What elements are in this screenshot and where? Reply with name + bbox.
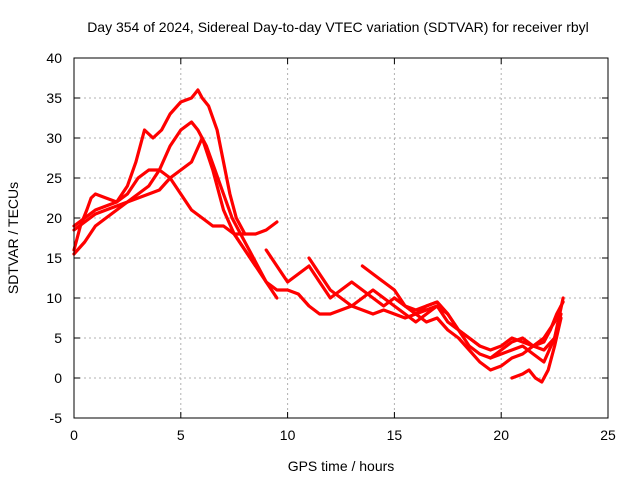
series-line-track-10: [424, 296, 565, 364]
plot-frame: [73, 57, 609, 419]
x-tick-label: 20: [493, 427, 509, 443]
x-tick-label: 25: [600, 427, 616, 443]
y-tick-label: 30: [46, 130, 62, 146]
y-tick-label: 35: [46, 90, 62, 106]
series-line-track-8: [360, 264, 563, 372]
series-line-track-9: [392, 296, 563, 352]
y-tick-label: 15: [46, 250, 62, 266]
y-tick-label: 40: [46, 50, 62, 66]
series-line-track-5: [232, 232, 439, 320]
y-axis-label: SDTVAR / TECUs: [5, 182, 21, 294]
x-tick-label: 0: [70, 427, 78, 443]
x-axis-label: GPS time / hours: [288, 458, 395, 474]
y-tick-label: 5: [54, 330, 62, 346]
series-line-track-4: [72, 136, 258, 268]
y-tick-label: 20: [46, 210, 62, 226]
x-tick-label: 10: [280, 427, 296, 443]
series-line-track-6: [264, 248, 450, 316]
series-line-track-11: [510, 316, 563, 384]
series-line-track-12: [488, 300, 565, 360]
series-line-track-2: [72, 120, 279, 300]
plot-series: [72, 88, 565, 384]
y-tick-label: 0: [54, 370, 62, 386]
y-tick-label: 10: [46, 290, 62, 306]
axis-ticks: 0 5 10 15 20 25 -5 0 5 10 15 20 25 30 35 40: [46, 50, 616, 443]
y-tick-label: -5: [50, 410, 63, 426]
x-tick-label: 5: [177, 427, 185, 443]
x-tick-label: 15: [387, 427, 403, 443]
y-tick-label: 25: [46, 170, 62, 186]
series-line-track-3: [72, 88, 247, 236]
series-line-track-7: [307, 256, 482, 348]
grid: [74, 58, 608, 418]
chart-title: Day 354 of 2024, Sidereal Day-to-day VTE…: [87, 19, 589, 35]
